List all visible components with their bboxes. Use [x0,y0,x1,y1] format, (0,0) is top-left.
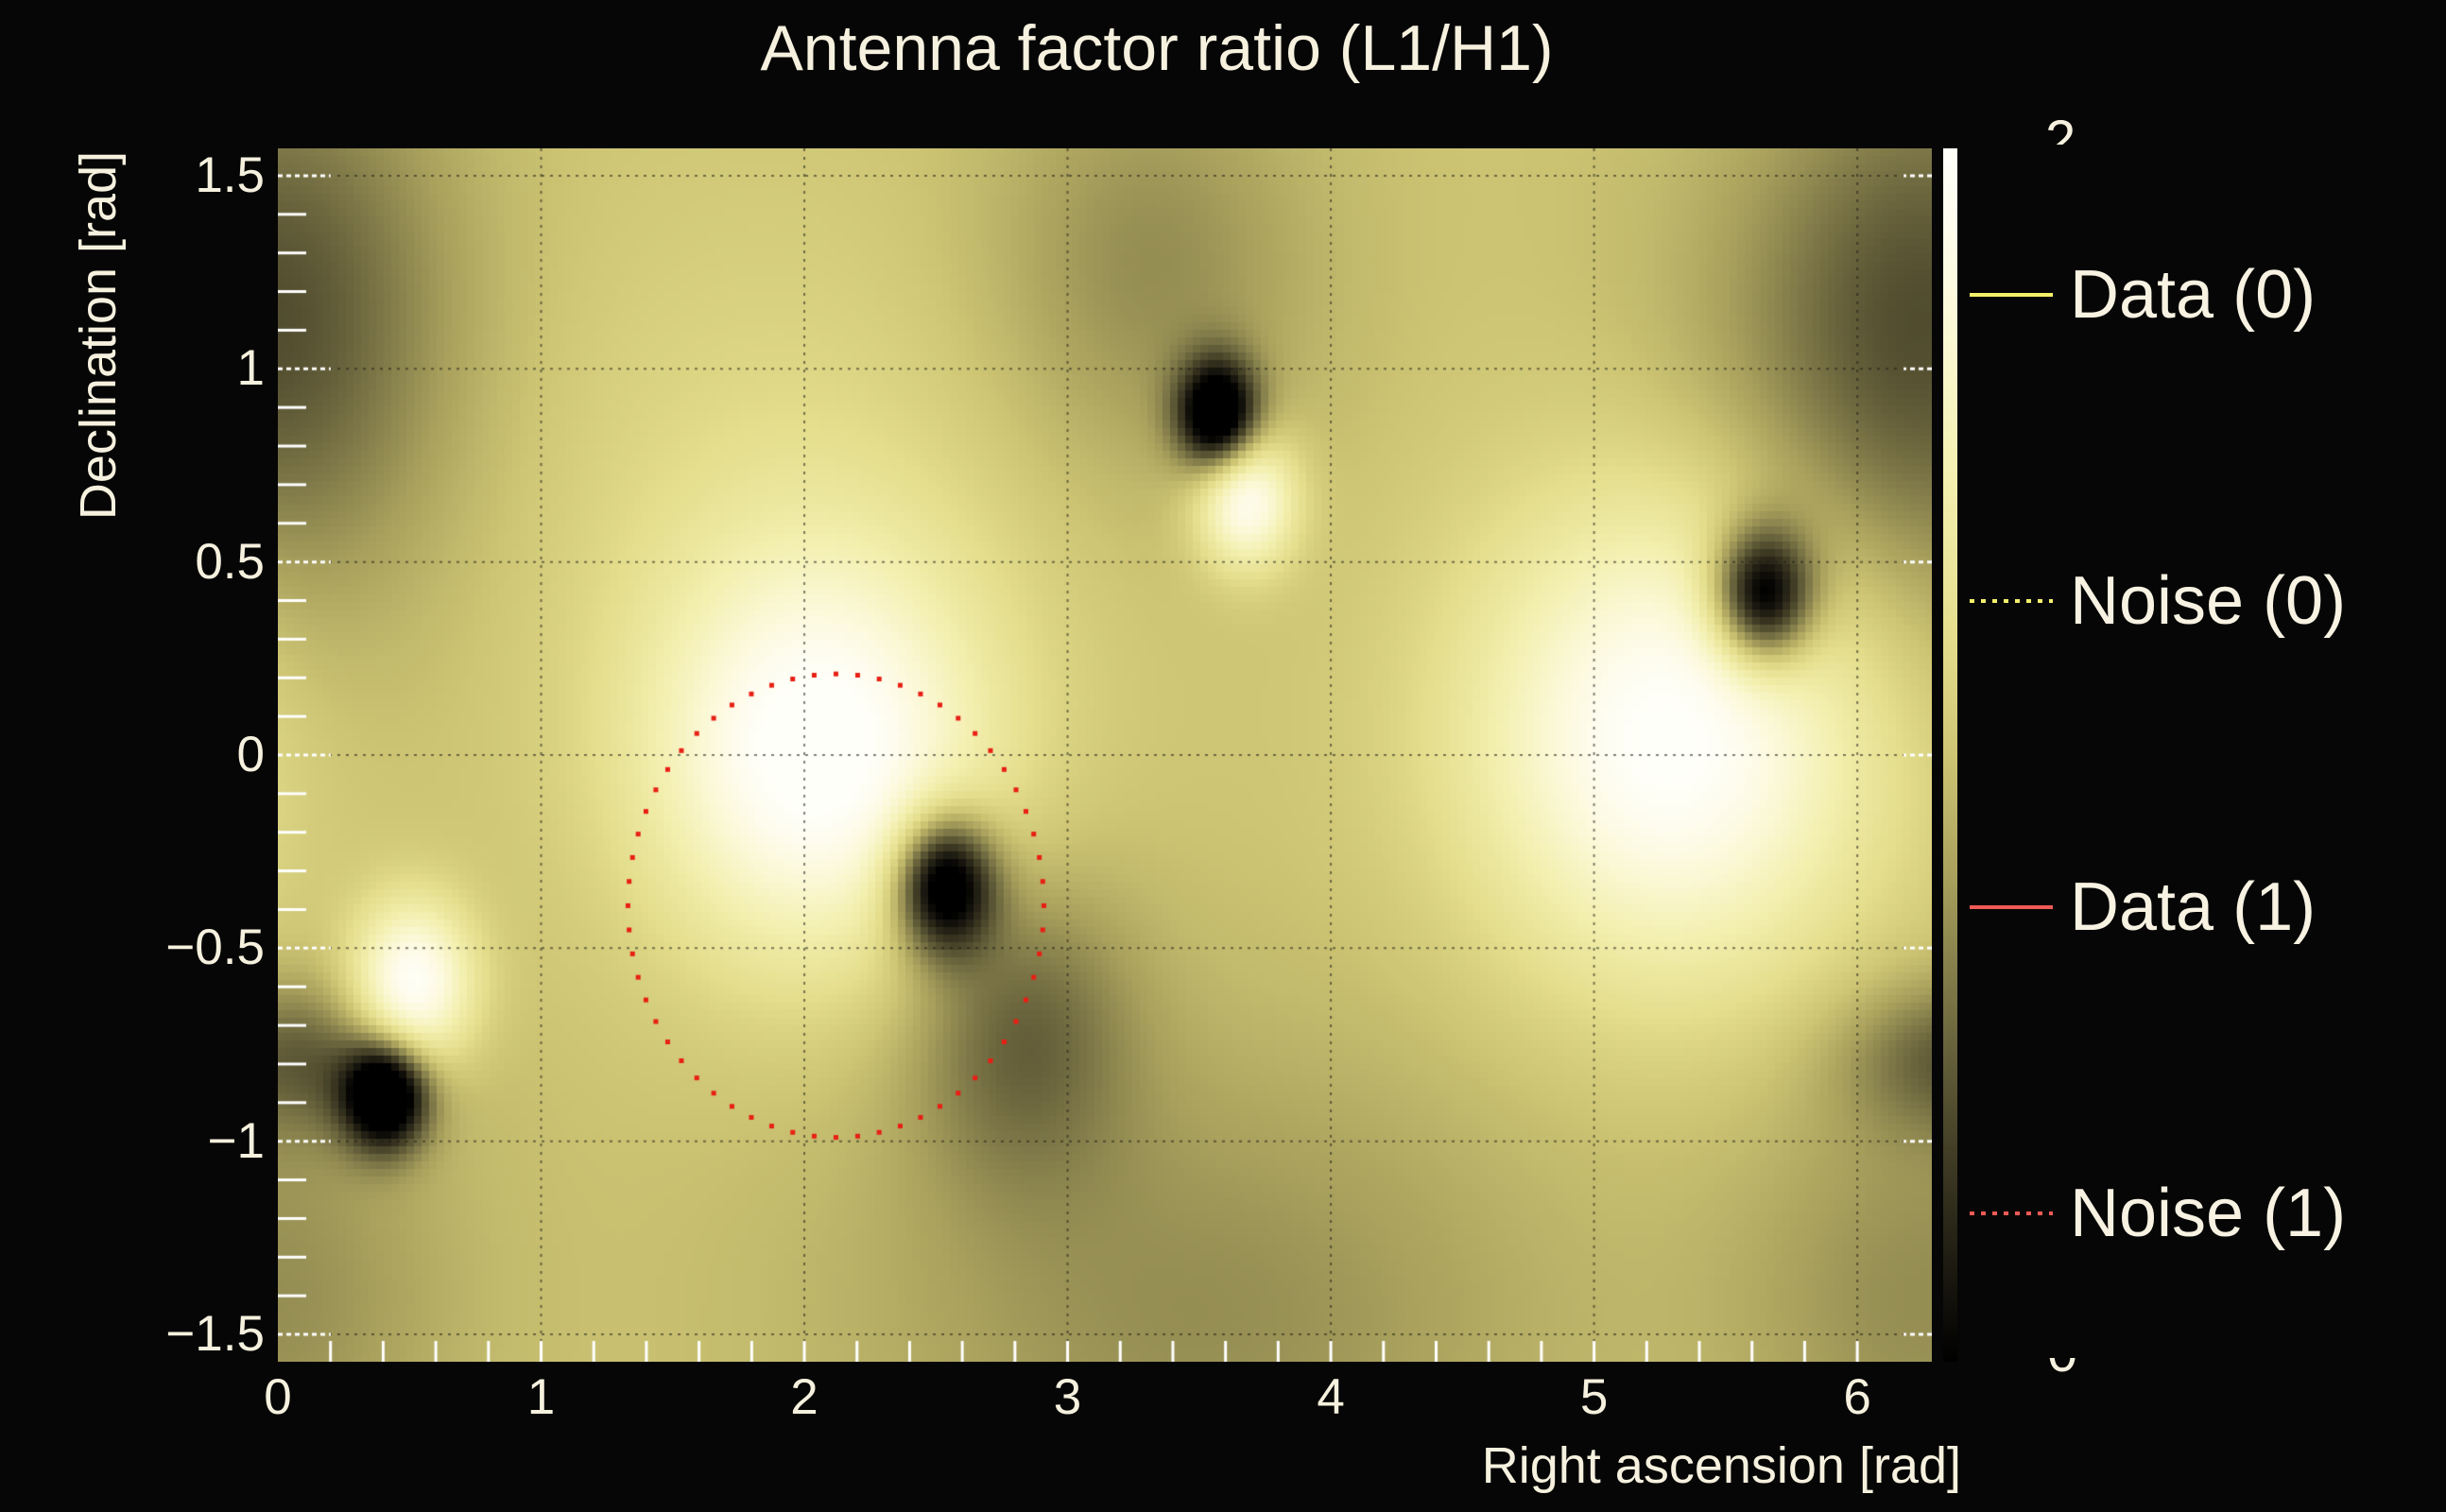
colorbar [1943,148,1957,1362]
legend-item: Noise (0) [1970,558,2346,644]
y-axis-title: Declination [rad] [70,150,127,521]
legend-item-label: Noise (1) [2070,1176,2347,1251]
legend-line-sample [1970,905,2053,909]
x-tick-label: 0 [264,1369,292,1425]
x-tick-label: 1 [526,1369,556,1425]
sky-heatmap [278,148,1932,1362]
y-tick-label: 1 [236,340,265,397]
chart-title: Antenna factor ratio (L1/H1) [760,12,1554,84]
x-axis-title: Right ascension [rad] [1481,1437,1961,1494]
legend-line-sample [1970,599,2053,603]
legend-item-label: Noise (0) [2070,563,2347,639]
legend-item: Data (0) [1970,252,2316,337]
y-tick-label: −1.5 [165,1306,265,1363]
y-tick-label: 0 [236,727,265,782]
x-tick-label: 3 [1053,1369,1082,1425]
colorbar-label-bottom: 0 [2047,1358,2123,1398]
x-tick-label: 6 [1843,1369,1871,1425]
y-tick-label: −1 [207,1112,265,1169]
colorbar-label-top: 2 [2045,113,2076,145]
y-tick-label: 1.5 [195,146,265,203]
legend-item: Noise (1) [1970,1171,2346,1256]
y-tick-label: −0.5 [165,919,265,976]
legend-item-label: Data (1) [2070,869,2317,945]
legend-line-sample [1970,1211,2053,1215]
legend-item: Data (1) [1970,865,2316,950]
x-tick-label: 2 [790,1369,818,1425]
legend-item-label: Data (0) [2070,257,2317,333]
x-tick-label: 5 [1579,1369,1609,1425]
legend-line-sample [1970,293,2053,297]
y-tick-label: 0.5 [195,533,265,590]
x-tick-label: 4 [1317,1369,1345,1425]
